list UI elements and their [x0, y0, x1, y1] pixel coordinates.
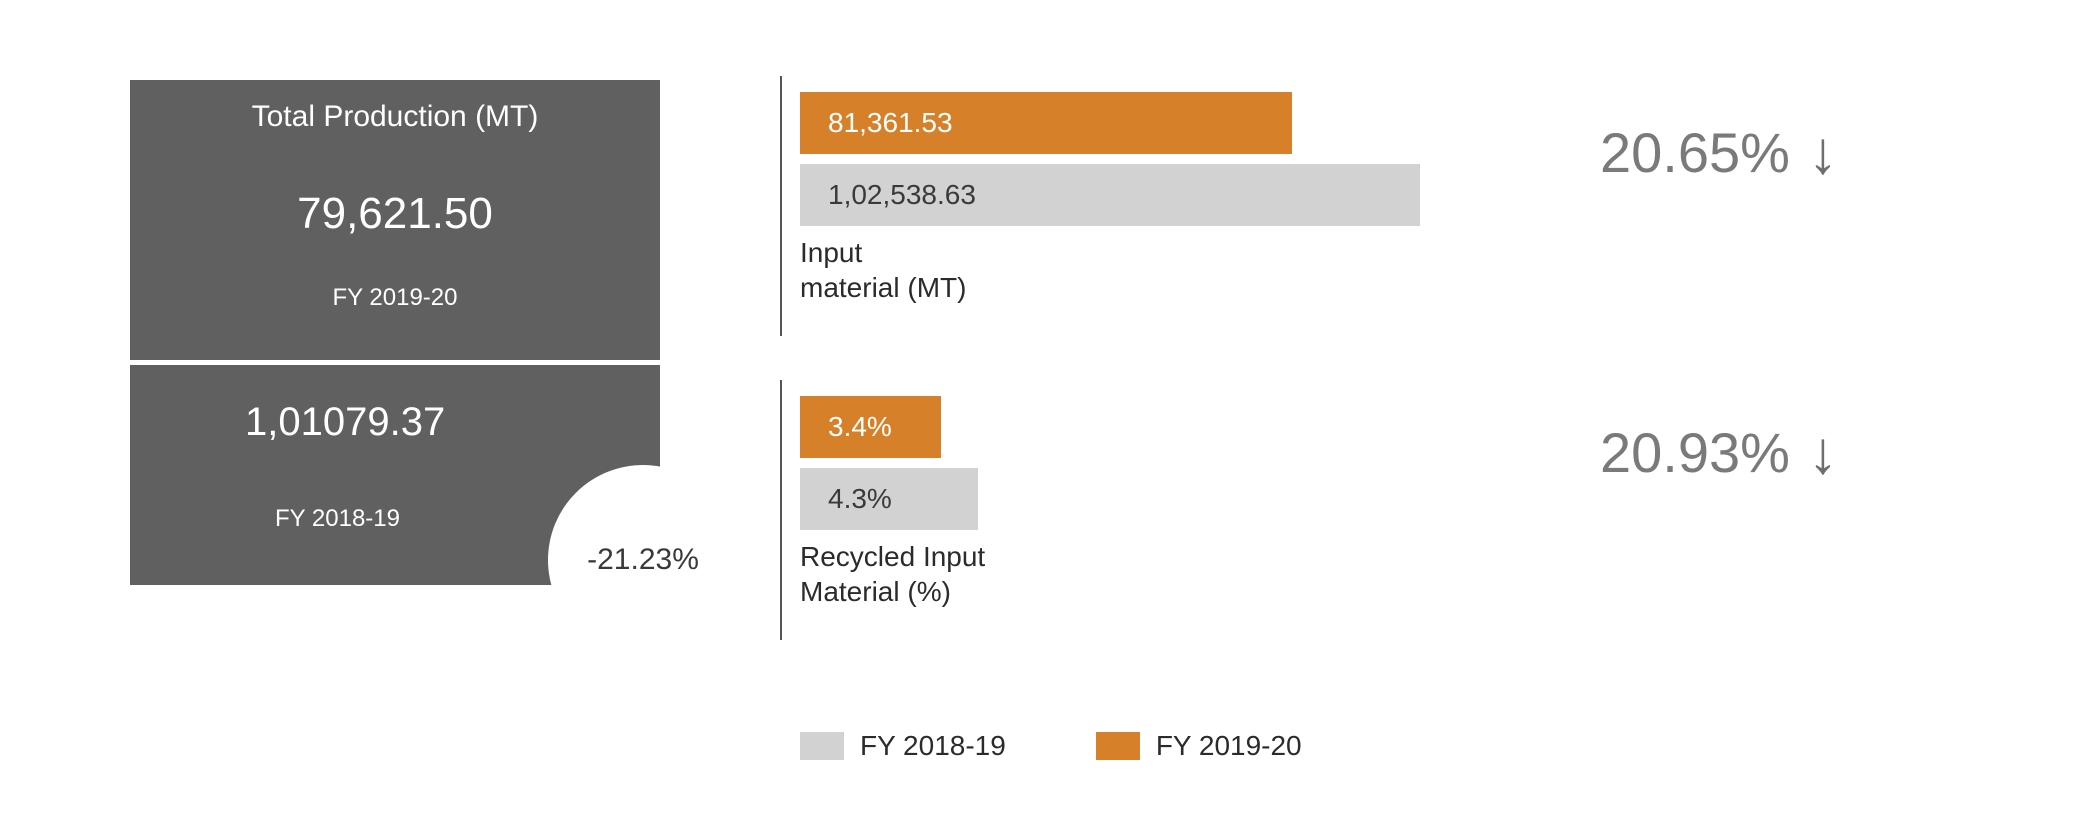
legend-label: FY 2018-19: [860, 730, 1006, 762]
legend: FY 2018-19 FY 2019-20: [800, 730, 1302, 762]
legend-swatch: [800, 732, 844, 760]
delta-value: -21.23%: [587, 543, 699, 577]
pct-change: 20.65%↓: [1600, 120, 1838, 185]
pct-change: 20.93%↓: [1600, 420, 1838, 485]
card-fy-current: FY 2019-20: [130, 284, 660, 312]
production-card-top: Total Production (MT) 79,621.50 FY 2019-…: [130, 80, 660, 360]
axis-chart-2: [780, 380, 782, 640]
delta-bubble: -21.23%: [548, 465, 738, 655]
legend-swatch: [1096, 732, 1140, 760]
legend-label: FY 2019-20: [1156, 730, 1302, 762]
bar-a: 81,361.53: [800, 92, 1292, 154]
arrow-down-icon: ↓: [1808, 123, 1838, 183]
axis-chart-1: [780, 76, 782, 336]
chart-label: Inputmaterial (MT): [800, 235, 966, 305]
bar-b: 1,02,538.63: [800, 164, 1420, 226]
legend-item: FY 2018-19: [800, 730, 1006, 762]
arrow-down-icon: ↓: [1808, 423, 1838, 483]
bar-a: 3.4%: [800, 396, 941, 458]
card-fy-previous: FY 2018-19: [275, 505, 400, 533]
card-value-current: 79,621.50: [130, 189, 660, 239]
chart-label: Recycled InputMaterial (%): [800, 539, 985, 609]
legend-item: FY 2019-20: [1096, 730, 1302, 762]
infographic-container: Total Production (MT) 79,621.50 FY 2019-…: [0, 0, 2085, 818]
card-title: Total Production (MT): [130, 100, 660, 134]
card-value-previous: 1,01079.37: [245, 400, 445, 445]
bar-b: 4.3%: [800, 468, 978, 530]
